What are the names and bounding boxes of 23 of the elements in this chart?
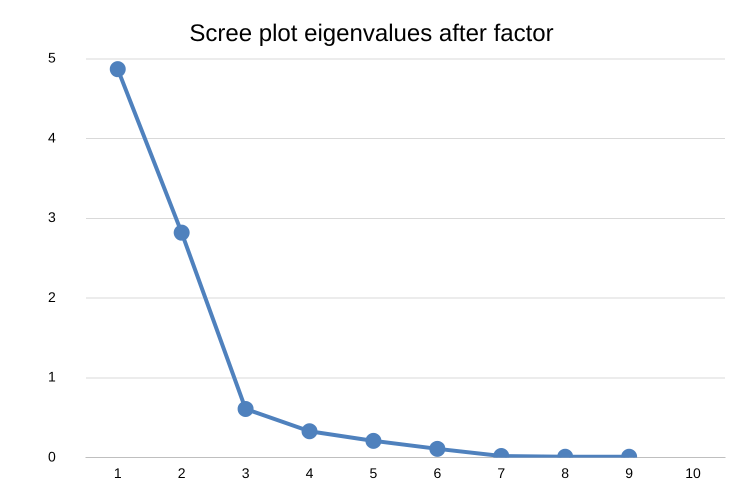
point	[429, 440, 446, 457]
x-tick-label: 1	[114, 464, 122, 481]
y-tick-label: 1	[48, 368, 56, 385]
x-tick-label: 3	[242, 464, 250, 481]
y-tick-label: 4	[48, 129, 56, 146]
y-tick-label: 5	[48, 50, 56, 66]
x-tick-label: 4	[306, 464, 314, 481]
point	[110, 61, 126, 78]
x-tick-label: 9	[625, 464, 634, 481]
x-tick-label: 10	[685, 464, 702, 481]
point	[238, 400, 254, 417]
x-tick-label: 7	[497, 464, 506, 481]
x-tick-label: 6	[433, 464, 442, 481]
x-tick-label: 8	[561, 464, 570, 481]
point	[174, 224, 190, 241]
y-tick-label: 3	[48, 209, 56, 226]
y-tick-label: 0	[48, 448, 56, 464]
x-tick-label: 5	[370, 464, 378, 481]
point	[365, 432, 382, 449]
x-tick-label: 2	[178, 464, 186, 481]
point	[302, 423, 318, 440]
chart-title: Scree plot eigenvalues after factor	[189, 20, 554, 48]
y-tick-label: 2	[48, 288, 56, 305]
